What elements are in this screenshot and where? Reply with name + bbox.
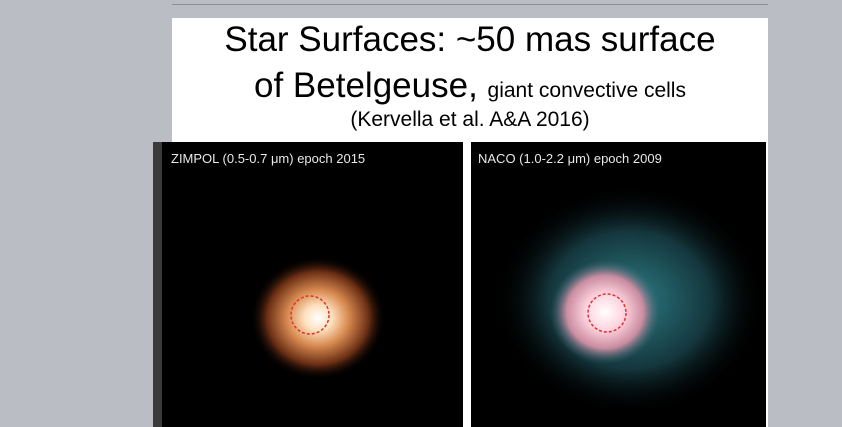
panel-label: ZIMPOL (0.5-0.7 μm) epoch 2015 bbox=[171, 151, 365, 166]
star-glow bbox=[250, 256, 386, 380]
panel-label: NACO (1.0-2.2 μm) epoch 2009 bbox=[478, 151, 662, 166]
circle-marker bbox=[290, 295, 330, 335]
title: Star Surfaces: ~50 mas surface bbox=[224, 20, 716, 59]
title-small: giant convective cells bbox=[487, 79, 686, 102]
circle-marker bbox=[587, 293, 627, 333]
citation: (Kervella et al. A&A 2016) bbox=[350, 108, 590, 131]
title-line-2: of Betelgeuse, giant convective cells bbox=[172, 66, 768, 106]
star-glow bbox=[550, 260, 660, 364]
separator bbox=[172, 4, 768, 5]
title-main: of Betelgeuse, bbox=[254, 66, 478, 105]
image-edge bbox=[153, 142, 162, 427]
